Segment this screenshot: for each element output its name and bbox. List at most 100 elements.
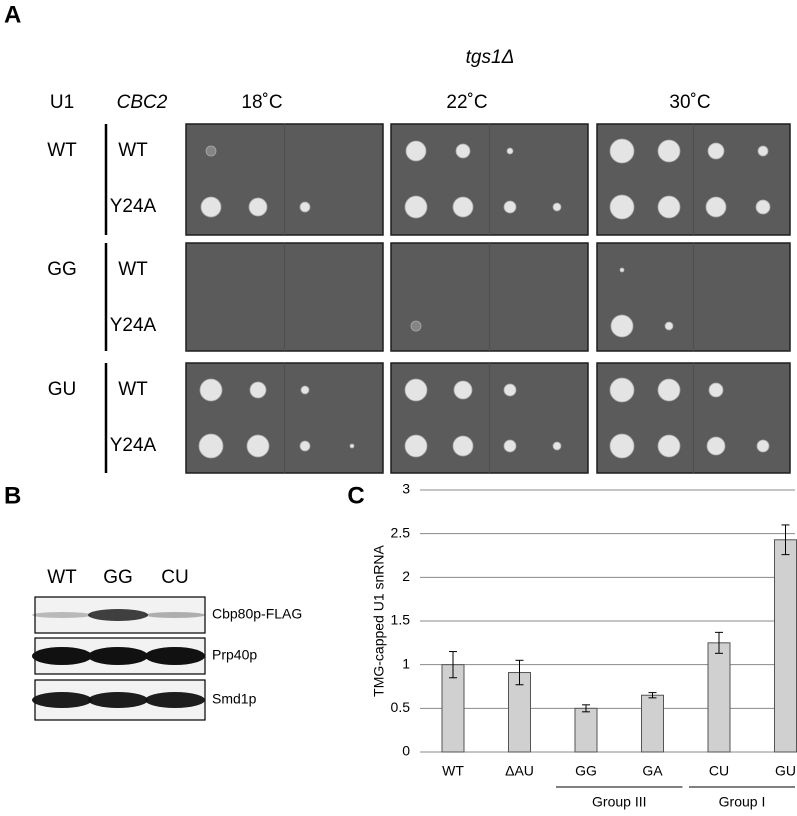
- panel-title: tgs1Δ: [466, 47, 515, 68]
- x-tick-label: GA: [642, 763, 663, 779]
- colony: [657, 139, 681, 163]
- group-label: Group I: [719, 794, 766, 810]
- lane-label: GG: [103, 567, 133, 588]
- colony: [410, 320, 422, 332]
- band: [88, 647, 148, 665]
- strain-label: WT: [118, 379, 148, 400]
- colony: [757, 145, 769, 157]
- western-blot: WT GG CU Cbp80p-FLAG Prp40p Smd1p: [32, 567, 302, 721]
- colony: [453, 380, 473, 400]
- lane-label: CU: [161, 567, 188, 588]
- bar: [574, 707, 598, 753]
- colony: [610, 314, 634, 338]
- band: [145, 647, 205, 665]
- colony: [404, 434, 428, 458]
- colony: [452, 435, 474, 457]
- column-header: U1: [50, 92, 74, 113]
- colony: [609, 433, 635, 459]
- colony: [300, 385, 310, 395]
- band: [32, 612, 92, 618]
- lane-label: WT: [47, 567, 77, 588]
- x-tick-label: WT: [442, 763, 464, 779]
- plates: WT WT Y24A GG WT Y24A GU WT Y24A: [47, 123, 791, 474]
- colony: [503, 383, 517, 397]
- group-label: WT: [47, 140, 77, 161]
- column-header: CBC2: [117, 92, 168, 113]
- x-tick-label: CU: [709, 763, 729, 779]
- colony: [198, 433, 224, 459]
- panel-label: B: [4, 482, 21, 509]
- y-tick-label: 2: [402, 568, 410, 584]
- colony: [657, 195, 681, 219]
- colony: [664, 321, 674, 331]
- panel-label: A: [4, 1, 21, 28]
- colony: [205, 145, 217, 157]
- strain-label: Y24A: [110, 315, 157, 336]
- colony: [503, 200, 517, 214]
- column-header: 30˚C: [669, 92, 710, 113]
- column-header: 22˚C: [446, 92, 487, 113]
- colony: [455, 143, 471, 159]
- colony: [506, 147, 514, 155]
- column-header: 18˚C: [241, 92, 282, 113]
- y-tick-label: 1.5: [391, 612, 411, 628]
- colony: [705, 196, 727, 218]
- band-label: Prp40p: [212, 647, 257, 663]
- colony: [707, 142, 725, 160]
- colony: [755, 199, 771, 215]
- colony: [249, 381, 267, 399]
- colony: [657, 434, 681, 458]
- colony: [609, 377, 635, 403]
- colony: [349, 443, 355, 449]
- band: [145, 692, 205, 708]
- colony: [299, 440, 311, 452]
- bar: [641, 694, 664, 753]
- group-label: GG: [47, 259, 77, 280]
- colony: [299, 201, 311, 213]
- band: [88, 692, 148, 708]
- bar: [707, 642, 731, 753]
- y-tick-label: 2.5: [391, 524, 411, 540]
- band: [88, 609, 148, 621]
- band: [32, 692, 92, 708]
- colony: [708, 382, 724, 398]
- strain-label: WT: [118, 140, 148, 161]
- x-tick-label: GG: [575, 763, 597, 779]
- colony: [503, 439, 517, 453]
- panel-label: C: [347, 482, 364, 509]
- strain-label: WT: [118, 259, 148, 280]
- strain-label: Y24A: [110, 435, 157, 456]
- colony: [452, 196, 474, 218]
- y-axis-label: TMG-capped U1 snRNA: [371, 544, 387, 696]
- group-label: GU: [48, 379, 77, 400]
- y-tick-label: 3: [402, 481, 410, 497]
- x-tick-label: GU: [775, 763, 796, 779]
- band: [145, 612, 205, 618]
- colony: [657, 378, 681, 402]
- colony: [706, 436, 726, 456]
- colony: [552, 441, 562, 451]
- band-label: Smd1p: [212, 691, 257, 707]
- colony: [404, 378, 428, 402]
- colony: [619, 267, 625, 273]
- y-tick-label: 0.5: [391, 699, 411, 715]
- bar-chart: 0 0.5 1 1.5 2 2.5 3 WT ΔAU GG GA CU GU Group III Group…: [391, 481, 797, 810]
- colony: [404, 195, 428, 219]
- colony: [756, 439, 770, 453]
- colony: [248, 197, 268, 217]
- colony: [200, 196, 222, 218]
- colony: [405, 140, 427, 162]
- colony: [609, 138, 635, 164]
- band: [32, 647, 92, 665]
- group-label: Group III: [592, 794, 646, 810]
- bar: [774, 539, 797, 753]
- colony: [199, 378, 223, 402]
- colony: [609, 194, 635, 220]
- y-tick-label: 1: [402, 655, 410, 671]
- band-label: Cbp80p-FLAG: [212, 606, 302, 622]
- colony: [246, 434, 270, 458]
- strain-label: Y24A: [110, 196, 157, 217]
- x-tick-label: ΔAU: [505, 763, 534, 779]
- y-tick-label: 0: [402, 743, 410, 759]
